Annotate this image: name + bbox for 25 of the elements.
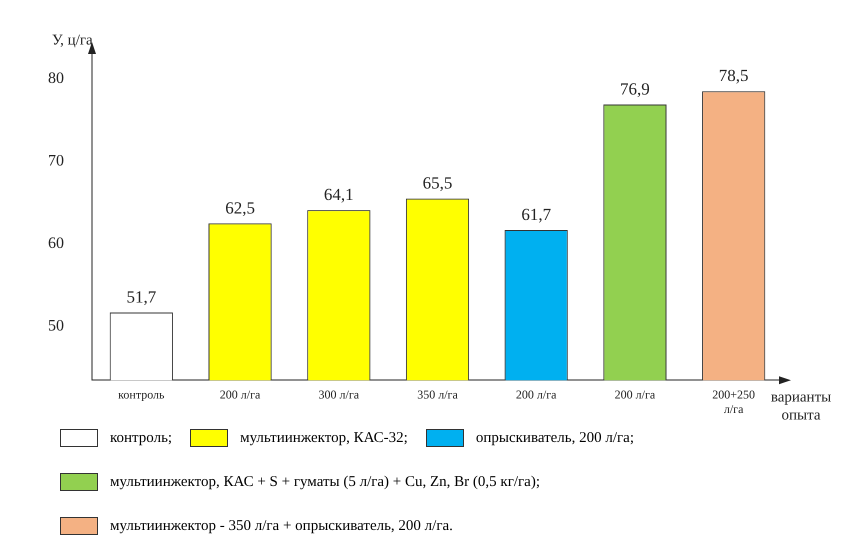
x-tick-label: 300 л/га <box>318 388 360 402</box>
data-label: 61,7 <box>521 204 552 224</box>
legend-label: мультиинжектор - 350 л/га + опрыскиватель, 200 л/га. <box>110 518 453 534</box>
legend-label: мультиинжектор, КАС-32; <box>240 430 408 446</box>
legend-label: мультиинжектор, КАС + S + гуматы (5 л/га) + Cu, Zn, Br (0,5 кг/га); <box>110 474 540 490</box>
x-tick-label: 200 л/га <box>516 388 558 402</box>
y-tick-label: 80 <box>48 70 64 88</box>
x-axis-title: варианты опыта <box>770 390 832 424</box>
x-tick-label: контроль <box>118 388 166 402</box>
x-tick-label: 200 л/га <box>220 388 262 402</box>
data-label: 51,7 <box>126 287 157 306</box>
x-tick-label: 350 л/га <box>417 388 458 402</box>
x-tick-label: 200+250 л/га <box>712 388 756 416</box>
series-label: контроль; <box>110 430 172 446</box>
data-label: 76,9 <box>620 79 650 98</box>
y-tick-label: 50 <box>48 318 64 335</box>
data-label: 78,5 <box>718 66 749 86</box>
data-label: 65,5 <box>422 174 452 193</box>
y-axis-title: У, ц/га <box>52 32 94 48</box>
data-label: 64,1 <box>324 185 354 204</box>
x-tick-label: 200 л/га <box>614 388 656 402</box>
data-label: 62,5 <box>225 198 255 218</box>
y-tick-label: 70 <box>48 152 64 170</box>
legend-label: опрыскиватель, 200 л/га; <box>476 430 634 446</box>
y-tick-label: 60 <box>48 235 64 252</box>
